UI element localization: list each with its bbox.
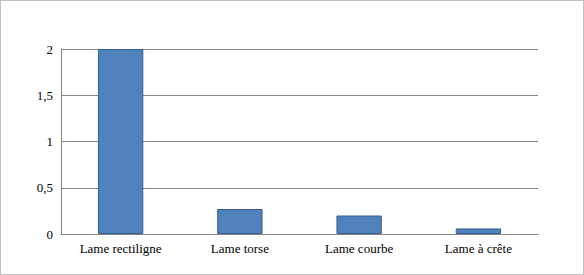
svg-text:2: 2: [47, 42, 54, 57]
svg-text:1,5: 1,5: [37, 88, 53, 103]
svg-text:Lame à crête: Lame à crête: [445, 241, 512, 256]
svg-text:Lame torse: Lame torse: [211, 241, 269, 256]
svg-text:0,5: 0,5: [37, 180, 53, 195]
svg-text:Lame rectiligne: Lame rectiligne: [80, 241, 162, 256]
svg-text:0: 0: [47, 227, 54, 242]
svg-text:Lame courbe: Lame courbe: [325, 241, 393, 256]
svg-text:1: 1: [47, 134, 54, 149]
